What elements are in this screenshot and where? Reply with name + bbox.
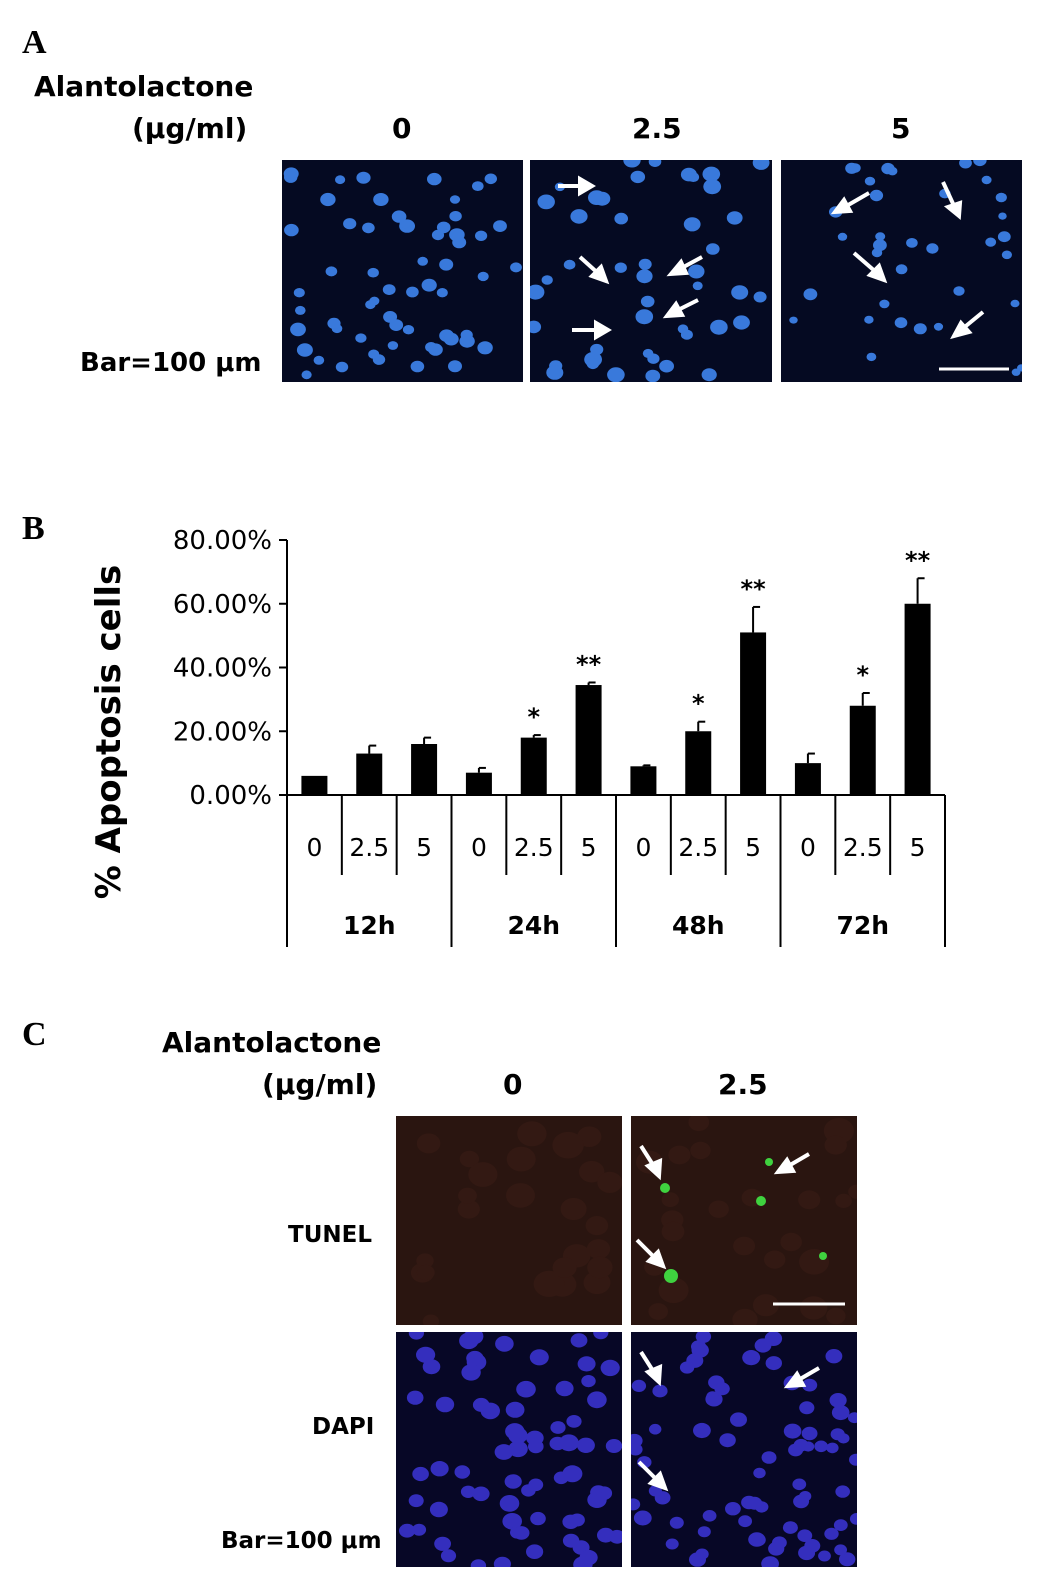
arrow-icon [830, 191, 870, 215]
panel-c-conc-2.5: 2.5 [718, 1068, 768, 1101]
x-category-label: 2.5 [678, 833, 718, 862]
arrow-icon [783, 1366, 821, 1389]
arrow-icon [773, 1152, 811, 1175]
x-category-label: 0 [471, 833, 487, 862]
apoptosis-bar-chart: % Apoptosis cells 0.00% 20.00% 40.00% 60.00… [89, 526, 946, 947]
significance-marker: * [527, 703, 540, 731]
panel-c-label: C [22, 1016, 47, 1053]
arrow-icon [639, 1144, 663, 1181]
bar [411, 744, 438, 795]
panel-c-treatment-label: Alantolactone [162, 1026, 382, 1059]
panel-a-conc-5: 5 [891, 112, 911, 145]
arrow-icon [637, 1460, 669, 1492]
tunel-micrograph-2.5 [631, 1116, 857, 1325]
y-tick-label: 40.00% [173, 654, 272, 684]
arrow-icon [558, 175, 596, 197]
bar [465, 772, 492, 795]
x-category-label: 0 [306, 833, 322, 862]
arrow-icon [950, 310, 985, 340]
arrow-icon [572, 319, 612, 341]
panel-a-conc-2.5: 2.5 [632, 112, 682, 145]
x-category-label: 2.5 [349, 833, 389, 862]
y-tick-label: 60.00% [173, 590, 272, 620]
bar [740, 632, 767, 795]
x-group-label: 48h [672, 911, 725, 940]
panel-a-micrograph-5 [781, 160, 1022, 382]
x-group-label: 12h [343, 911, 396, 940]
panel-c-conc-0: 0 [503, 1068, 523, 1101]
panel-c-scale-text: Bar=100 μm [221, 1528, 382, 1554]
bar [356, 753, 383, 795]
significance-marker: * [856, 661, 869, 689]
significance-marker: ** [741, 575, 767, 603]
bar [904, 603, 931, 795]
x-category-label: 0 [635, 833, 651, 862]
y-tick-label: 0.00% [189, 781, 272, 811]
bar [520, 737, 547, 795]
x-category-label: 2.5 [514, 833, 554, 862]
x-category-label: 5 [745, 833, 761, 862]
tunel-micrograph-0 [396, 1116, 622, 1325]
panel-a-micrograph-2.5 [530, 160, 772, 382]
bar [301, 775, 328, 795]
arrow-icon [578, 255, 610, 285]
bar [630, 766, 657, 795]
arrow-icon [852, 251, 888, 284]
y-tick-label: 80.00% [173, 526, 272, 556]
significance-marker: ** [905, 546, 931, 574]
bar [849, 705, 876, 795]
row-label-tunel: TUNEL [288, 1222, 372, 1248]
arrow-icon [639, 1350, 663, 1387]
bar [794, 763, 821, 795]
panel-c-unit-label: (μg/ml) [262, 1068, 378, 1101]
panel-a-treatment-label: Alantolactone [34, 70, 254, 103]
y-tick-label: 20.00% [173, 717, 272, 747]
panel-a-conc-0: 0 [392, 112, 412, 145]
bar [575, 685, 602, 795]
panel-a-label: A [22, 24, 47, 61]
arrow-icon [666, 255, 703, 277]
arrow-icon [941, 181, 963, 220]
significance-marker: ** [576, 650, 602, 678]
x-category-label: 5 [581, 833, 597, 862]
dapi-micrograph-0 [396, 1332, 622, 1567]
panel-b-label: B [22, 510, 45, 547]
dapi-micrograph-2.5 [631, 1332, 857, 1567]
x-category-label: 5 [910, 833, 926, 862]
panel-a-unit-label: (μg/ml) [132, 112, 248, 145]
x-category-label: 5 [416, 833, 432, 862]
arrow-icon [635, 1238, 667, 1270]
arrow-icon [662, 298, 699, 319]
x-category-label: 2.5 [843, 833, 883, 862]
panel-a-scale-text: Bar=100 μm [80, 348, 262, 378]
panel-a-micrograph-0 [282, 160, 523, 382]
bar [685, 731, 712, 795]
y-axis-label: % Apoptosis cells [89, 565, 129, 900]
x-group-label: 72h [836, 911, 889, 940]
significance-marker: * [692, 690, 705, 718]
x-category-label: 0 [800, 833, 816, 862]
x-group-label: 24h [507, 911, 560, 940]
row-label-dapi: DAPI [312, 1414, 375, 1440]
